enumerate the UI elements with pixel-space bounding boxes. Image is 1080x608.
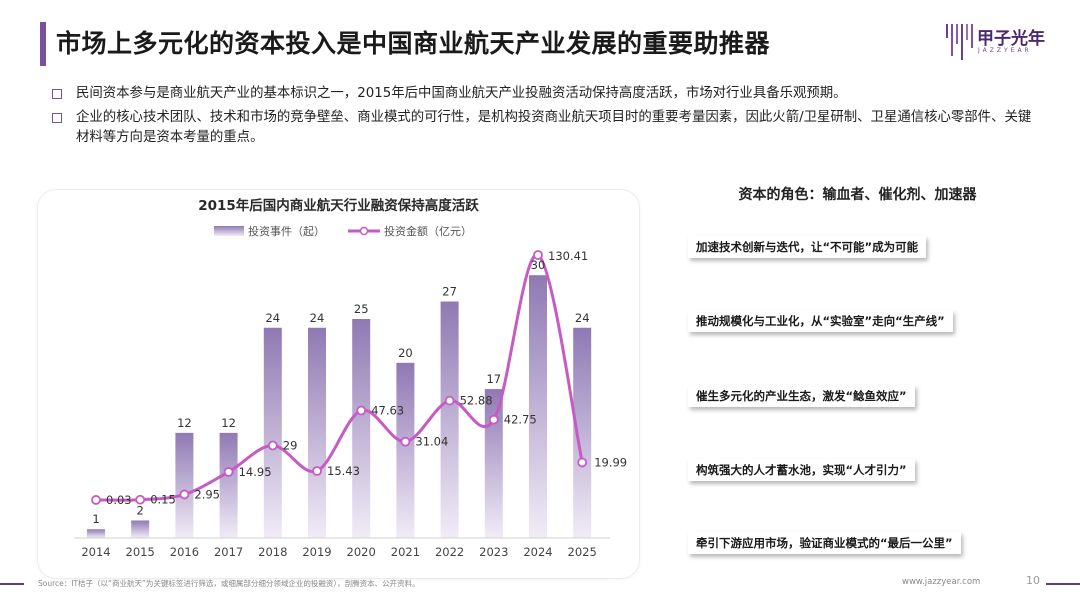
line-value-label: 47.63 — [371, 404, 404, 418]
role-card: 构筑强大的人才蓄水池，实现“人才引力” — [688, 459, 915, 481]
logo-name: 甲子光年 — [977, 29, 1045, 49]
legend-label: 投资事件（起） — [248, 224, 325, 238]
x-tick-label: 2021 — [391, 545, 420, 559]
bar-value-label: 24 — [265, 311, 280, 325]
bar-2018 — [263, 327, 282, 538]
logo: 甲子光年 JAZZYEAR — [944, 22, 1054, 62]
bullet-text: 企业的核心技术团队、技术和市场的竞争壁垒、商业模式的可行性，是机构投资商业航天项… — [76, 110, 1032, 145]
roles-title: 资本的角色：输血者、催化剂、加速器 — [738, 187, 977, 203]
bar-value-label: 12 — [221, 416, 236, 430]
bar-value-label: 27 — [442, 284, 457, 298]
role-card: 加速技术创新与迭代，让“不可能”成为可能 — [688, 236, 927, 258]
line-value-label: 0.15 — [150, 493, 176, 507]
title-accent-bar — [40, 22, 46, 66]
x-tick-label: 2017 — [214, 545, 243, 559]
bar-2021 — [396, 362, 415, 538]
bullet-list: 民间资本参与是商业航天产业的基本标识之一，2015年后中国商业航天产业投融资活动… — [50, 84, 1040, 152]
bar-value-label: 1 — [92, 512, 99, 526]
bar-value-label: 12 — [177, 416, 192, 430]
role-card: 推动规模化与工业化，从“实验室”走向“生产线” — [688, 310, 953, 332]
x-tick-label: 2016 — [170, 545, 199, 559]
bar-2024 — [529, 275, 547, 538]
line-value-label: 52.88 — [460, 394, 493, 408]
x-tick-label: 2024 — [523, 545, 552, 559]
x-tick-label: 2019 — [302, 545, 331, 559]
x-tick-label: 2014 — [81, 545, 110, 559]
bar-2020 — [352, 319, 371, 538]
line-value-label: 15.43 — [327, 464, 360, 478]
role-card: 催生多元化的产业生态，激发“鲶鱼效应” — [688, 385, 915, 407]
line-point-2023 — [488, 414, 499, 425]
line-point-2014 — [91, 495, 101, 505]
x-tick-label: 2015 — [126, 545, 155, 559]
bar-2014 — [87, 529, 105, 538]
page-number: 10 — [1026, 574, 1040, 587]
line-point-2020 — [356, 405, 367, 416]
logo-mark-icon — [946, 24, 973, 60]
x-tick-label: 2018 — [258, 545, 287, 559]
website-link[interactable]: www.jazzyear.com — [902, 577, 981, 587]
bar-2023 — [484, 389, 503, 538]
bullet-item: 民间资本参与是商业航天产业的基本标识之一，2015年后中国商业航天产业投融资活动… — [50, 84, 1040, 104]
bar-2015 — [131, 520, 150, 538]
bar-value-label: 30 — [531, 258, 546, 272]
line-value-label: 2.95 — [194, 487, 220, 501]
line-value-label: 42.75 — [504, 413, 537, 427]
source-note: Source：IT桔子（以“商业航天”为关键标签进行筛选，或细属部分细分领域企业… — [38, 579, 420, 588]
bullet-item: 企业的核心技术团队、技术和市场的竞争壁垒、商业模式的可行性，是机构投资商业航天项… — [50, 108, 1040, 148]
x-tick-label: 2022 — [435, 545, 464, 559]
bullet-square-icon — [52, 89, 62, 99]
bar-2016 — [175, 432, 194, 538]
bar-value-label: 17 — [486, 372, 501, 386]
legend-bar-swatch — [214, 226, 244, 236]
line-value-label: 29 — [283, 439, 298, 453]
legend-line-marker — [359, 226, 369, 236]
bar-value-label: 20 — [398, 346, 413, 360]
line-point-2024 — [533, 250, 543, 260]
bar-value-label: 25 — [354, 302, 369, 316]
bar-value-label: 2 — [137, 503, 144, 517]
legend-label: 投资金额（亿元） — [384, 224, 472, 238]
chart-title: 2015年后国内商业航天行业融资保持高度活跃 — [198, 198, 479, 214]
line-value-label: 130.41 — [548, 249, 588, 263]
bar-2017 — [219, 432, 238, 538]
bullet-square-icon — [52, 113, 62, 123]
line-value-label: 19.99 — [594, 455, 627, 469]
chart-card: 2015年后国内商业航天行业融资保持高度活跃 投资事件（起） 投资金额（亿元） 1 2… — [38, 190, 639, 578]
page-title: 市场上多元化的资本投入是中国商业航天产业发展的重要助推器 — [56, 29, 771, 58]
line-point-2018 — [267, 440, 278, 451]
line-point-2021 — [400, 436, 411, 447]
x-tick-label: 2020 — [347, 545, 376, 559]
line-value-label: 0.03 — [106, 493, 132, 507]
line-point-2022 — [444, 395, 455, 406]
bar-2025 — [573, 327, 592, 538]
bullet-text: 民间资本参与是商业航天产业的基本标识之一，2015年后中国商业航天产业投融资活动… — [76, 86, 847, 101]
line-point-2017 — [223, 467, 234, 477]
x-tick-label: 2025 — [568, 545, 597, 559]
line-point-2016 — [179, 489, 190, 500]
line-point-2019 — [312, 466, 322, 476]
line-value-label: 31.04 — [415, 435, 448, 449]
bar-2019 — [308, 327, 326, 538]
bar-2022 — [440, 301, 459, 538]
line-value-label: 14.95 — [239, 465, 272, 479]
bar-value-label: 24 — [575, 311, 590, 325]
line-point-2015 — [135, 494, 146, 505]
footer-line — [0, 583, 24, 585]
x-tick-label: 2023 — [479, 545, 508, 559]
bar-value-label: 24 — [310, 311, 325, 325]
line-point-2025 — [577, 457, 588, 468]
role-card: 牵引下游应用市场，验证商业模式的“最后一公里” — [688, 532, 961, 554]
logo-subtitle: JAZZYEAR — [978, 47, 1032, 54]
footer-line — [1046, 583, 1080, 585]
